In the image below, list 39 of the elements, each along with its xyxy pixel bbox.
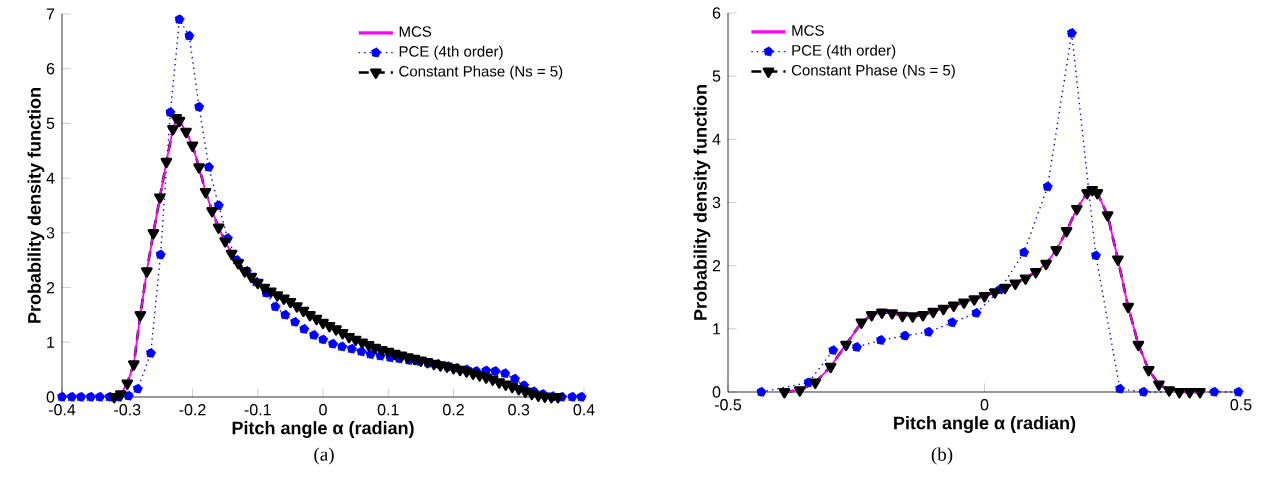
y-tick-label: 3 <box>46 227 55 239</box>
y-tick-label: 4 <box>712 133 721 145</box>
x-tick-label: 0 <box>980 399 989 411</box>
y-axis-title: Probability density function <box>693 85 711 320</box>
y-tick-label: 3 <box>712 196 721 209</box>
y-tick-label: 2 <box>46 281 55 294</box>
y-tick-label: 1 <box>47 336 55 348</box>
x-tick-label: 0 <box>319 404 327 416</box>
y-tick-label: 5 <box>712 70 721 82</box>
legend-label: Constant Phase (Ns = 5) <box>791 64 955 79</box>
y-tick-label: 2 <box>712 260 721 272</box>
x-tick-label: 0.2 <box>443 404 464 416</box>
y-tick-label: 5 <box>46 117 55 130</box>
y-tick-label: 4 <box>46 172 55 184</box>
x-axis-title: Pitch angle α (radian) <box>894 416 1076 433</box>
y-tick-label: 0 <box>46 391 55 403</box>
x-tick-label: -0.2 <box>179 404 206 416</box>
legend-label: PCE (4th order) <box>792 44 896 59</box>
y-tick-label: 0 <box>712 386 721 398</box>
y-tick-label: 7 <box>46 8 55 20</box>
text: (a) <box>314 447 334 465</box>
x-tick-label: -0.3 <box>114 404 141 416</box>
y-tick-label: 6 <box>712 7 721 19</box>
x-tick-label: 0.3 <box>508 404 530 416</box>
y-tick-label: 6 <box>46 63 55 75</box>
y-axis-title: Probability density function <box>27 88 45 323</box>
x-tick-label: -0.1 <box>244 404 271 416</box>
x-tick-label: -0.4 <box>48 404 76 416</box>
legend-label: MCS <box>399 26 432 37</box>
legend-label: PCE (4th order) <box>399 45 503 60</box>
legend-label: MCS <box>792 25 824 36</box>
x-tick-label: 0.1 <box>377 404 399 416</box>
x-axis-title: Pitch angle α (radian) <box>232 421 414 438</box>
text: (b) <box>931 447 953 465</box>
legend-label: Constant Phase (Ns = 5) <box>399 65 563 80</box>
x-tick-label: 0.5 <box>1230 399 1252 411</box>
x-tick-label: 0.4 <box>573 404 595 416</box>
y-tick-label: 1 <box>713 323 721 335</box>
x-tick-label: -0.5 <box>714 399 742 411</box>
